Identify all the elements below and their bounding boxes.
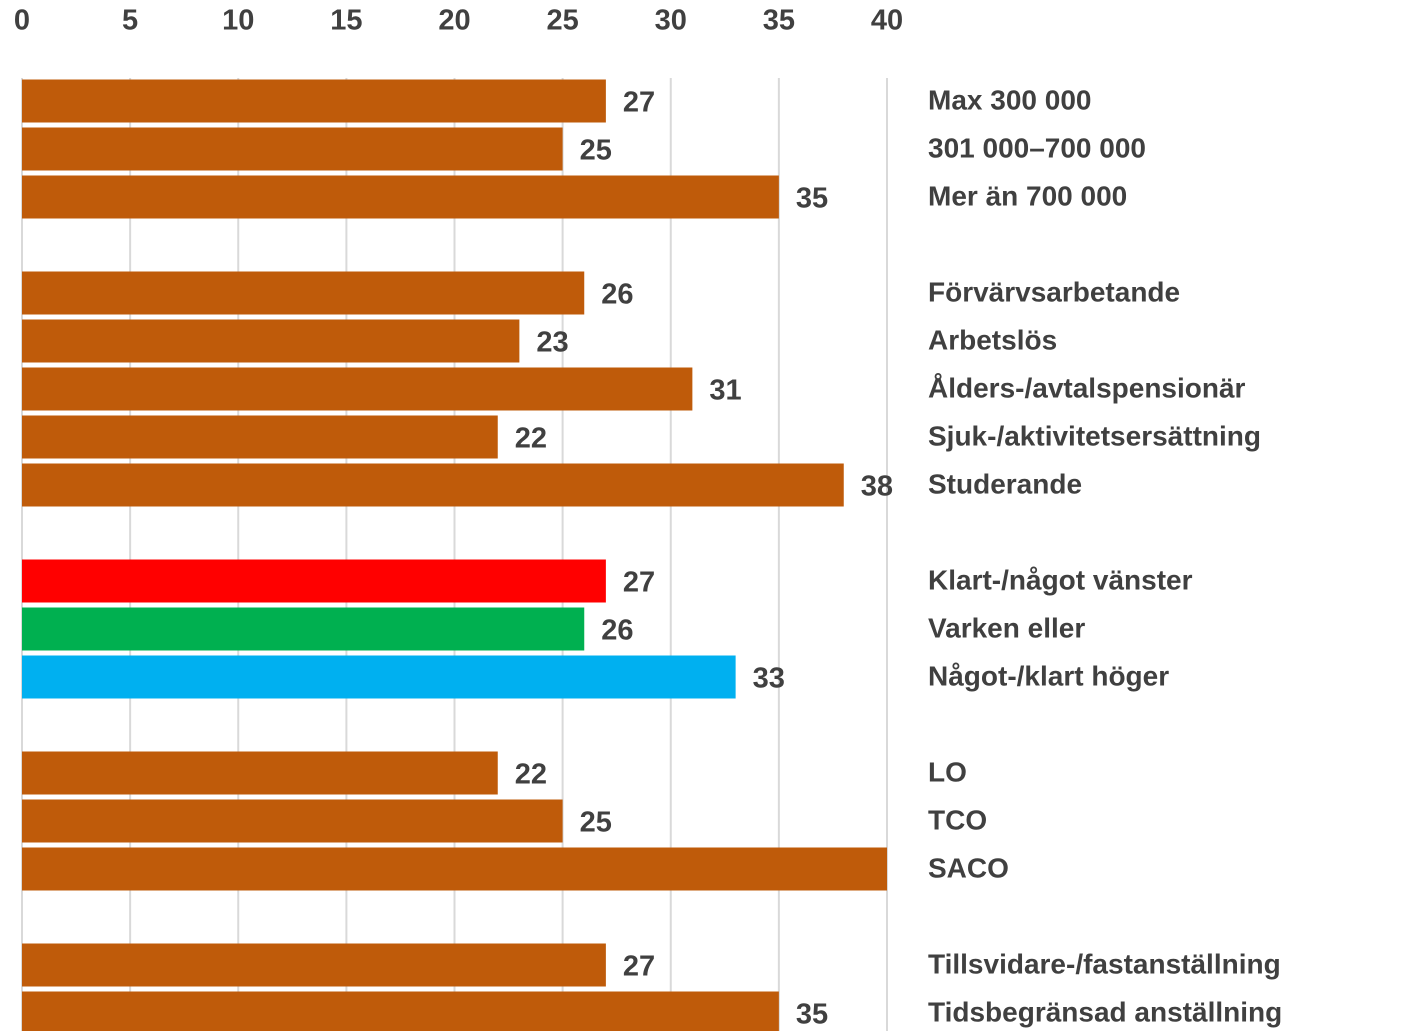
x-tick-label: 35	[763, 5, 795, 37]
bar	[22, 991, 779, 1031]
value-label: 23	[536, 327, 568, 359]
x-tick-label: 30	[655, 5, 687, 37]
category-label: TCO	[928, 804, 987, 835]
bar	[22, 943, 606, 987]
bar	[22, 175, 779, 219]
category-label: 301 000–700 000	[928, 132, 1146, 163]
category-label: Tillsvidare-/fastanställning	[928, 948, 1281, 979]
value-label: 35	[796, 999, 828, 1031]
category-label: SACO	[928, 852, 1009, 883]
category-label: Tidsbegränsad anställning	[928, 996, 1282, 1027]
x-tick-label: 15	[330, 5, 362, 37]
category-label: Sjuk-/aktivitetsersättning	[928, 420, 1261, 451]
x-tick-label: 20	[438, 5, 470, 37]
bar	[22, 559, 606, 603]
category-label: Förvärvsarbetande	[928, 276, 1180, 307]
value-label: 27	[623, 951, 655, 983]
value-label: 27	[623, 87, 655, 119]
bar	[22, 415, 498, 459]
value-label: 33	[753, 663, 785, 695]
x-tick-label: 0	[14, 5, 30, 37]
value-label: 22	[515, 759, 547, 791]
bar	[22, 127, 563, 171]
x-tick-label: 40	[871, 5, 903, 37]
bar	[22, 319, 520, 363]
x-tick-label: 10	[222, 5, 254, 37]
category-label: Studerande	[928, 468, 1082, 499]
category-label: Mer än 700 000	[928, 180, 1127, 211]
category-label: Ålders-/avtalspensionär	[928, 372, 1246, 403]
category-label: Klart-/något vänster	[928, 564, 1193, 595]
x-tick-label: 5	[122, 5, 138, 37]
value-label: 26	[601, 615, 633, 647]
bar	[22, 607, 585, 651]
value-label: 31	[709, 375, 741, 407]
bar	[22, 367, 693, 411]
bar	[22, 847, 887, 891]
value-label: 27	[623, 567, 655, 599]
bar	[22, 655, 736, 699]
value-label: 35	[796, 183, 828, 215]
value-label: 22	[515, 423, 547, 455]
value-label: 25	[580, 135, 612, 167]
category-label: LO	[928, 756, 967, 787]
bar	[22, 463, 844, 507]
bar	[22, 799, 563, 843]
category-label: Arbetslös	[928, 324, 1057, 355]
x-tick-label: 25	[546, 5, 578, 37]
category-label: Max 300 000	[928, 84, 1091, 115]
bar	[22, 271, 585, 315]
bar	[22, 79, 606, 123]
value-label: 25	[580, 807, 612, 839]
category-label: Något-/klart höger	[928, 660, 1169, 691]
bar	[22, 751, 498, 795]
value-label: 38	[861, 471, 893, 503]
category-label: Varken eller	[928, 612, 1085, 643]
value-label: 26	[601, 279, 633, 311]
